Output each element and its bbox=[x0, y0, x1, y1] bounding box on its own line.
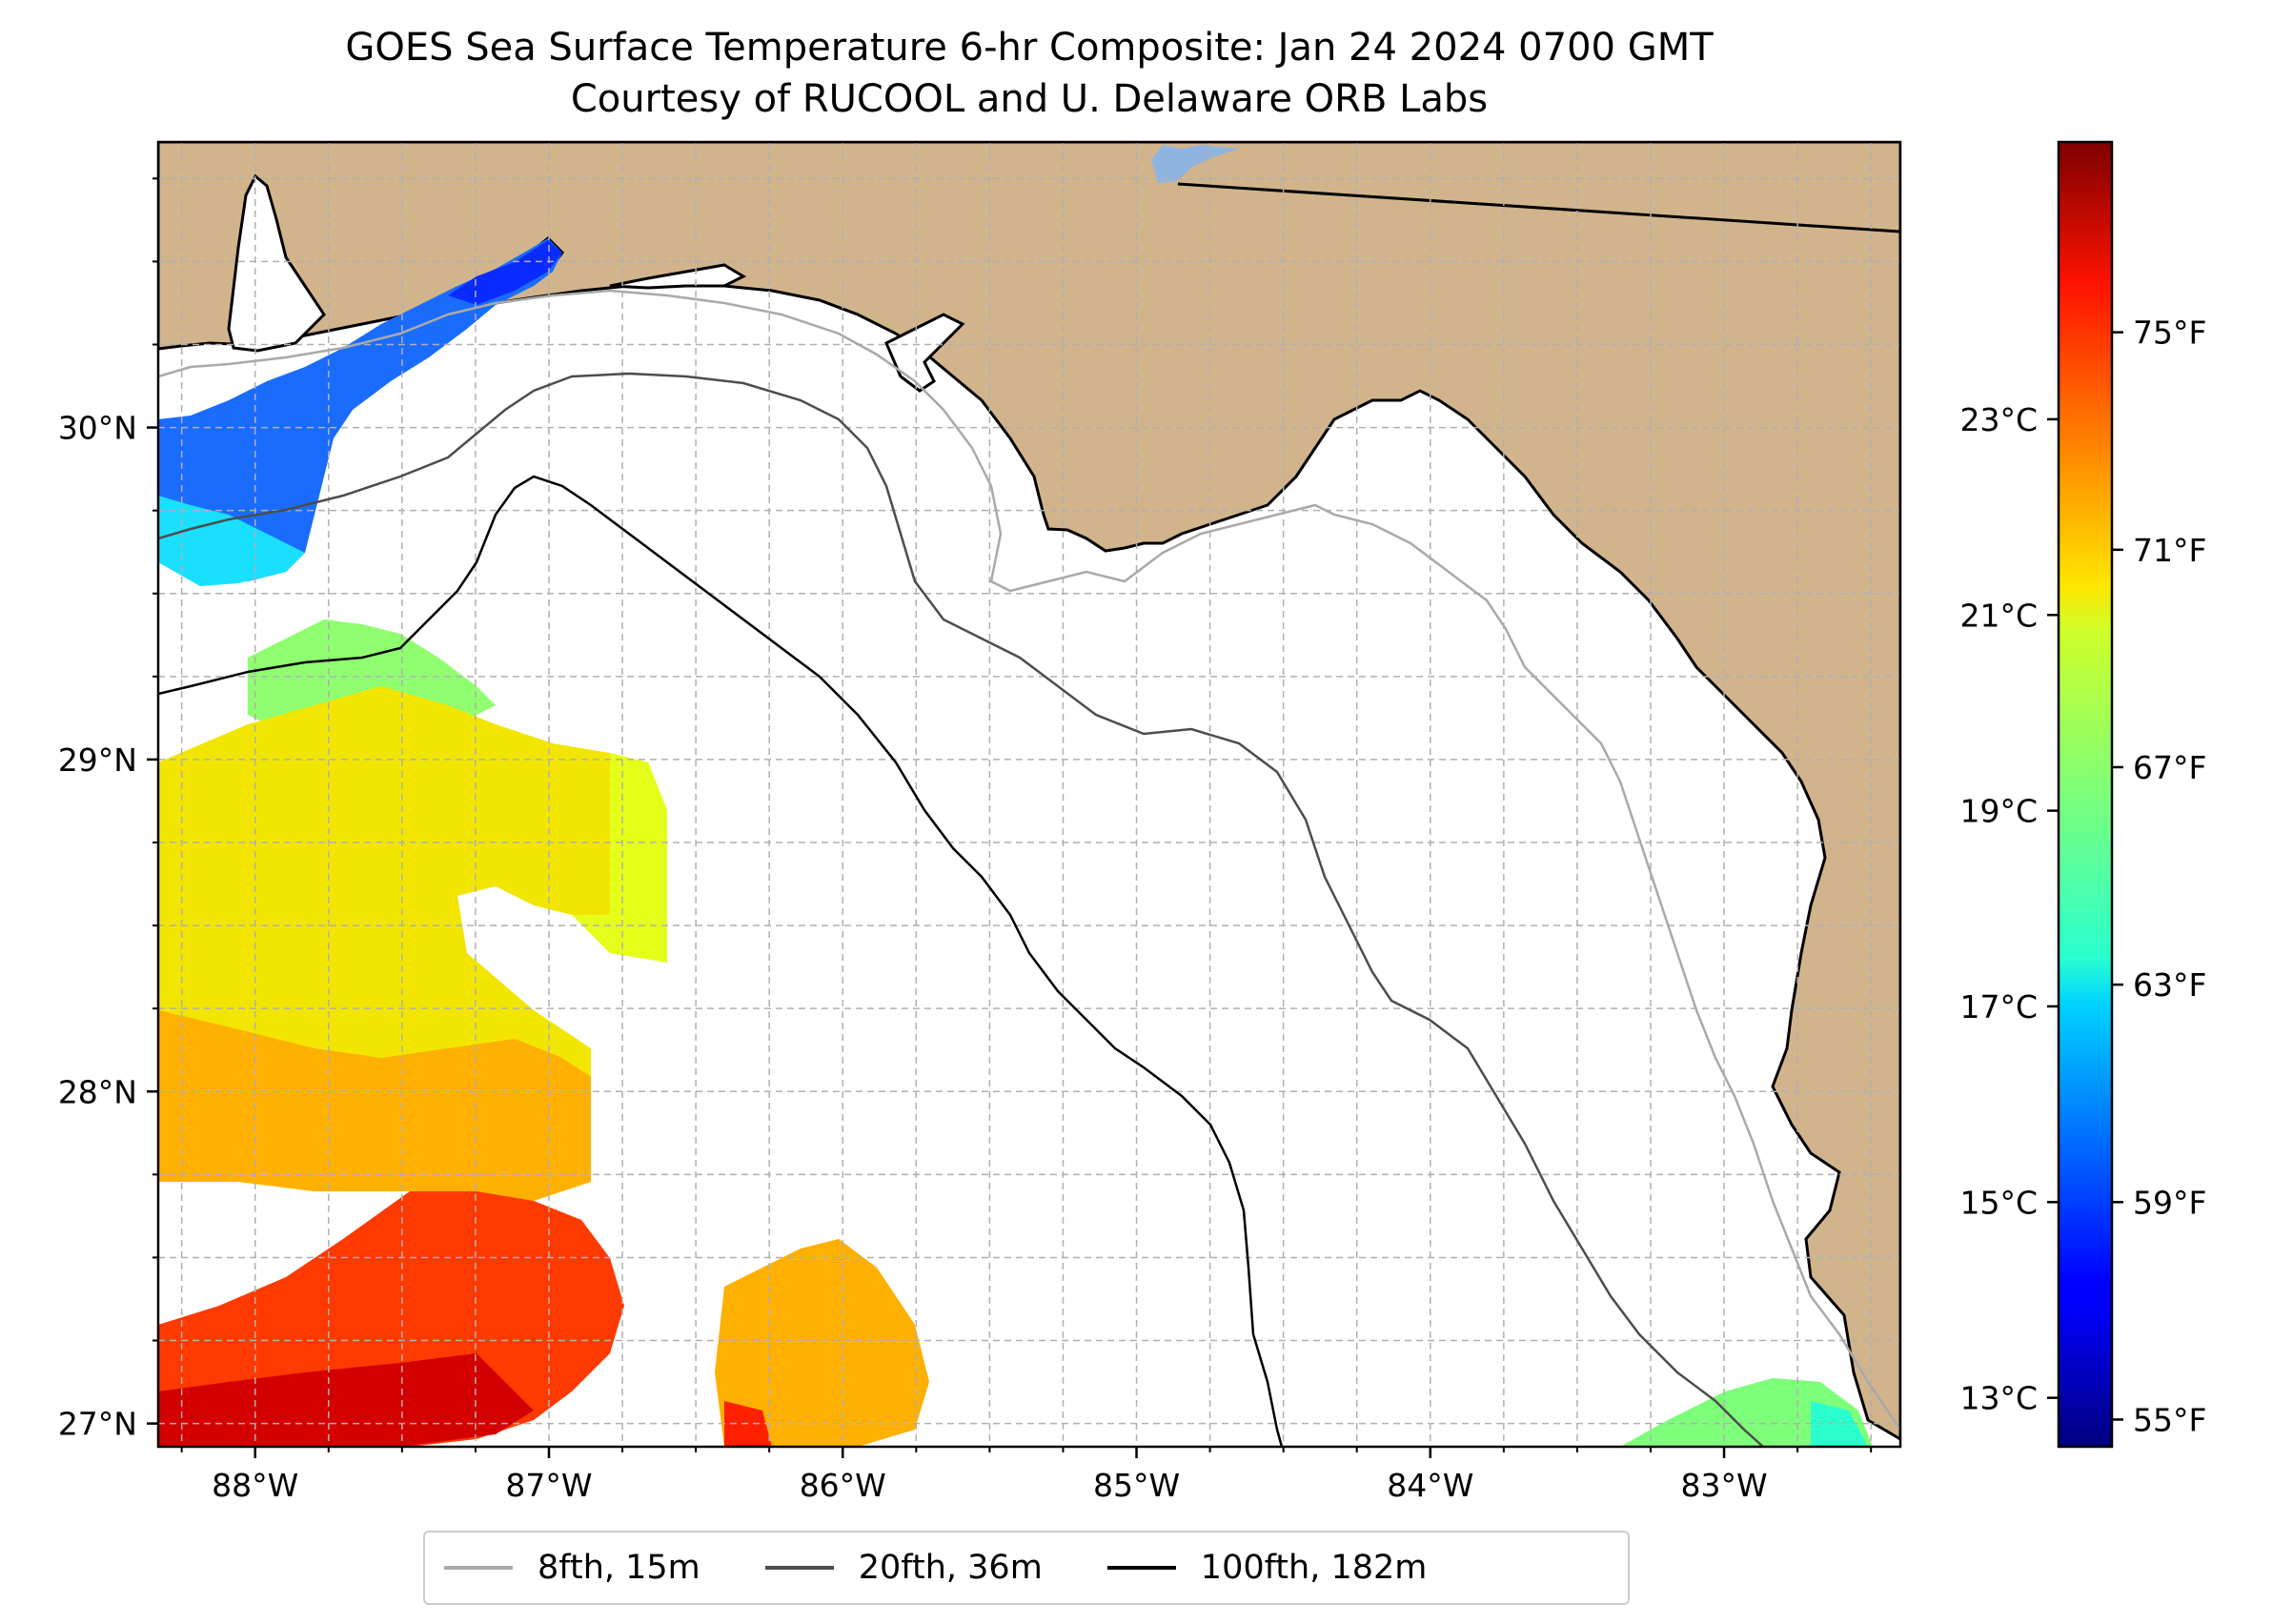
legend-item-8fth: 8fth, 15m bbox=[444, 1549, 700, 1587]
legend-label-100fth: 100fth, 182m bbox=[1200, 1549, 1428, 1587]
lon-tick-label: 83°W bbox=[1680, 1467, 1767, 1504]
legend-item-100fth: 100fth, 182m bbox=[1106, 1549, 1428, 1587]
sst-patch-cold-core bbox=[448, 240, 562, 305]
sst-patch-yellow-east bbox=[572, 753, 667, 963]
colorbar-f-label: 63°F bbox=[2133, 966, 2206, 1004]
map-frame bbox=[156, 140, 1902, 1449]
colorbar-f-label: 55°F bbox=[2133, 1401, 2206, 1438]
st-andrews-bay bbox=[884, 313, 965, 393]
colorbar-celsius-ticks: 13°C 15°C 17°C 19°C 21°C 23°C bbox=[1959, 401, 2059, 1417]
colorbar-fill bbox=[2057, 140, 2114, 1449]
sst-patch-coastal-cold bbox=[158, 238, 562, 581]
isobath-100fth bbox=[158, 475, 1284, 1447]
lat-tick-label: 29°N bbox=[58, 741, 137, 779]
sst-patch-orange bbox=[158, 1010, 591, 1201]
colorbar-c-label: 19°C bbox=[1959, 793, 2038, 830]
colorbar-c-label: 21°C bbox=[1959, 597, 2038, 634]
choctawhatchee-bay bbox=[609, 263, 747, 290]
lat-tick-label: 28°N bbox=[58, 1073, 137, 1110]
colorbar-fahrenheit-ticks: 55°F 59°F 63°F 67°F 71°F 75°F bbox=[2112, 315, 2206, 1438]
state-border bbox=[1177, 182, 1900, 233]
colorbar-c-label: 13°C bbox=[1959, 1380, 2038, 1417]
legend-swatch-20fth bbox=[764, 1566, 834, 1570]
legend-swatch-100fth bbox=[1106, 1566, 1176, 1570]
lon-tick-label: 84°W bbox=[1387, 1467, 1473, 1504]
colorbar-c-label: 17°C bbox=[1959, 988, 2038, 1025]
sst-patch-south-mid bbox=[715, 1239, 929, 1447]
map-title: GOES Sea Surface Temperature 6-hr Compos… bbox=[345, 26, 1714, 70]
legend-swatch-8fth bbox=[444, 1566, 513, 1570]
colorbar-c-label: 15°C bbox=[1959, 1184, 2038, 1221]
isobath-8fth bbox=[158, 289, 1900, 1431]
sst-patch-se-green bbox=[1620, 1378, 1873, 1447]
lat-tick-label: 30°N bbox=[58, 410, 137, 447]
colorbar-f-label: 59°F bbox=[2133, 1184, 2206, 1221]
legend-item-20fth: 20fth, 36m bbox=[764, 1549, 1043, 1587]
lon-tick-label: 88°W bbox=[212, 1467, 298, 1504]
map-gridlines bbox=[158, 142, 1900, 1447]
colorbar-f-label: 75°F bbox=[2133, 315, 2206, 352]
isobath-20fth bbox=[158, 372, 1764, 1447]
map-subtitle: Courtesy of RUCOOL and U. Delaware ORB L… bbox=[570, 77, 1489, 121]
legend-label-20fth: 20fth, 36m bbox=[858, 1549, 1043, 1587]
lon-tick-label: 87°W bbox=[505, 1467, 592, 1504]
colorbar-c-label: 23°C bbox=[1959, 401, 2038, 438]
colorbar-f-label: 67°F bbox=[2133, 749, 2206, 786]
longitude-ticks: 88°W 87°W 86°W 85°W 84°W 83°W bbox=[180, 1447, 1873, 1504]
mobile-bay bbox=[227, 173, 326, 353]
isobath-legend: 8fth, 15m 20fth, 36m 100fth, 182m bbox=[423, 1531, 1630, 1605]
sst-patch-cyan-edge bbox=[158, 496, 305, 586]
colorbar-f-label: 71°F bbox=[2133, 532, 2206, 569]
map-area bbox=[158, 142, 1900, 1447]
sst-patches bbox=[158, 238, 1873, 1447]
lat-tick-label: 27°N bbox=[58, 1406, 137, 1443]
lon-tick-label: 86°W bbox=[800, 1467, 886, 1504]
legend-label-8fth: 8fth, 15m bbox=[538, 1549, 700, 1587]
latitude-ticks: 30°N 29°N 28°N 27°N bbox=[58, 177, 158, 1443]
lon-tick-label: 85°W bbox=[1093, 1467, 1180, 1504]
colorbar: 55°F 59°F 63°F 67°F 71°F 75°F 13°C 15°C 17°C 19°… bbox=[1959, 140, 2206, 1449]
lake-seminole bbox=[1151, 145, 1239, 183]
